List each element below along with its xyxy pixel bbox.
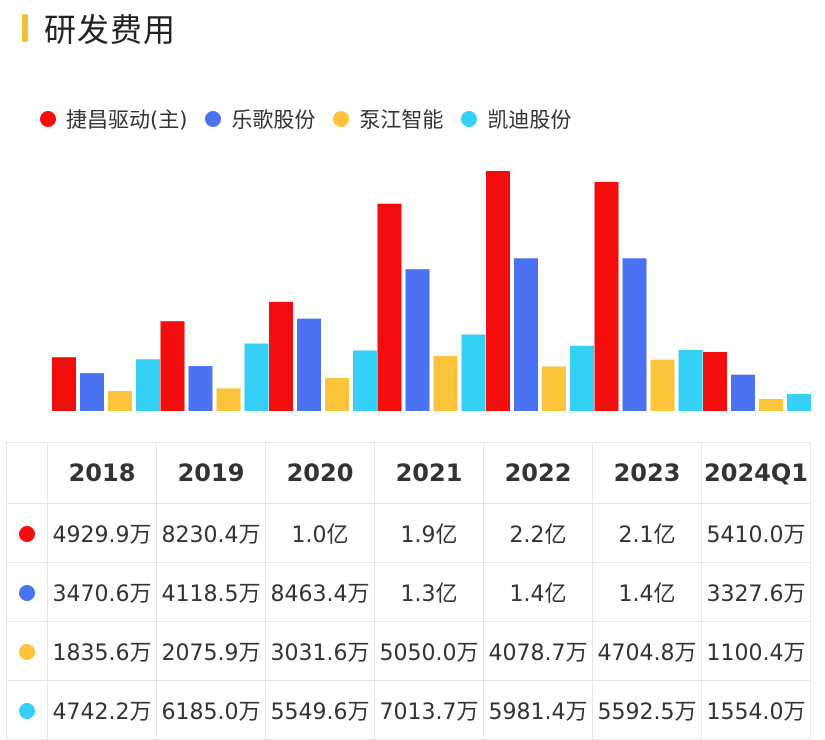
bar <box>759 398 783 411</box>
table-header-cell: 2019 <box>156 442 266 504</box>
legend-label: 捷昌驱动(主) <box>66 108 188 132</box>
title-accent-bar <box>22 14 28 42</box>
table-cell: 1.3亿 <box>374 562 484 622</box>
bar <box>461 334 486 411</box>
table-cell: 5981.4万 <box>483 680 593 740</box>
bar <box>325 377 349 411</box>
bar-chart <box>52 171 811 411</box>
row-marker-cell <box>6 621 48 681</box>
bar <box>216 388 241 411</box>
row-marker-cell <box>6 503 48 563</box>
row-marker-cell <box>6 562 48 622</box>
bar <box>377 203 402 411</box>
table-cell: 8463.4万 <box>265 562 375 622</box>
row-dot <box>19 702 35 719</box>
bar <box>244 343 269 411</box>
bar <box>52 357 76 411</box>
table-header-cell: 2022 <box>483 442 593 504</box>
table-cell: 4704.8万 <box>592 621 702 681</box>
bar <box>353 350 377 411</box>
table-cell: 1.4亿 <box>483 562 593 622</box>
data-table: 2018 2019 2020 2021 2022 2023 2024Q1 4929.9万 82… <box>6 442 811 740</box>
bar <box>136 359 160 411</box>
bar <box>269 301 293 411</box>
legend-dot <box>461 111 478 127</box>
bar <box>160 321 185 411</box>
table-cell: 1100.4万 <box>701 621 811 681</box>
table-cell: 6185.0万 <box>156 680 266 740</box>
table-header-row: 2018 2019 2020 2021 2022 2023 2024Q1 <box>6 442 811 504</box>
chart-legend: 捷昌驱动(主) 乐歌股份 泵江智能 凯迪股份 <box>40 104 589 134</box>
bar <box>731 374 755 411</box>
bar <box>703 351 727 411</box>
row-marker-cell <box>6 680 48 740</box>
legend-dot <box>333 111 350 127</box>
bar <box>622 258 647 411</box>
table-row: 1835.6万 2075.9万 3031.6万 5050.0万 4078.7万 4704.… <box>6 621 811 681</box>
bar <box>514 258 538 411</box>
page-title: 研发费用 <box>44 11 177 49</box>
page-title-area: 研发费用 <box>22 8 177 49</box>
bar <box>297 318 321 411</box>
table-row: 4929.9万 8230.4万 1.0亿 1.9亿 2.2亿 2.1亿 5410.0万 <box>6 503 811 563</box>
table-header-cell: 2021 <box>374 442 484 504</box>
legend-label: 乐歌股份 <box>231 108 316 132</box>
row-dot <box>19 643 35 660</box>
table-cell: 4742.2万 <box>47 680 157 740</box>
bar <box>486 171 510 411</box>
legend-label: 泵江智能 <box>359 108 444 132</box>
table-cell: 3470.6万 <box>47 562 157 622</box>
table-cell: 3031.6万 <box>265 621 375 681</box>
legend-item: 捷昌驱动(主) <box>40 104 187 134</box>
table-cell: 4118.5万 <box>156 562 266 622</box>
table-cell: 7013.7万 <box>374 680 484 740</box>
legend-item: 泵江智能 <box>333 104 443 134</box>
table-cell: 2.1亿 <box>592 503 702 563</box>
table-header-cell: 2020 <box>265 442 375 504</box>
table-cell: 1.9亿 <box>374 503 484 563</box>
table-cell: 8230.4万 <box>156 503 266 563</box>
bar <box>433 355 458 411</box>
table-cell: 2075.9万 <box>156 621 266 681</box>
legend-dot <box>40 111 56 127</box>
table-header-cell: 2023 <box>592 442 702 504</box>
table-cell: 1.0亿 <box>265 503 375 563</box>
table-header-cell: 2024Q1 <box>701 442 811 504</box>
table-cell: 5410.0万 <box>701 503 811 563</box>
table-cell: 1554.0万 <box>701 680 811 740</box>
row-dot <box>19 525 35 542</box>
table-cell: 4078.7万 <box>483 621 593 681</box>
bar <box>594 181 619 411</box>
table-cell: 4929.9万 <box>47 503 157 563</box>
table-cell: 5050.0万 <box>374 621 484 681</box>
table-corner-cell <box>6 442 48 504</box>
table-row: 3470.6万 4118.5万 8463.4万 1.3亿 1.4亿 1.4亿 3327.6万 <box>6 562 811 622</box>
bar <box>650 359 675 411</box>
bar <box>787 394 811 411</box>
bar <box>405 269 430 411</box>
bar <box>678 349 703 411</box>
table-row: 4742.2万 6185.0万 5549.6万 7013.7万 5981.4万 5592.… <box>6 680 811 740</box>
legend-dot <box>205 111 222 127</box>
bar <box>570 345 594 411</box>
bar <box>80 373 104 411</box>
bar <box>108 390 132 411</box>
table-cell: 5592.5万 <box>592 680 702 740</box>
table-cell: 1.4亿 <box>592 562 702 622</box>
bar <box>542 366 566 411</box>
table-header-cell: 2018 <box>47 442 157 504</box>
row-dot <box>19 584 35 601</box>
table-cell: 1835.6万 <box>47 621 157 681</box>
table-cell: 3327.6万 <box>701 562 811 622</box>
legend-item: 凯迪股份 <box>461 104 571 134</box>
table-cell: 5549.6万 <box>265 680 375 740</box>
legend-item: 乐歌股份 <box>205 104 315 134</box>
table-cell: 2.2亿 <box>483 503 593 563</box>
legend-label: 凯迪股份 <box>487 108 572 132</box>
bar <box>188 366 213 411</box>
